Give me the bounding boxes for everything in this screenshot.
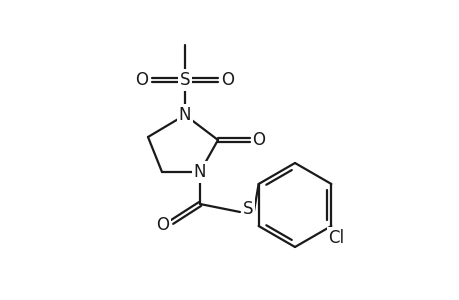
Text: N: N (179, 106, 191, 124)
Text: O: O (156, 216, 169, 234)
Text: S: S (242, 200, 253, 218)
Text: Cl: Cl (328, 229, 344, 247)
Text: N: N (193, 163, 206, 181)
Text: O: O (135, 71, 148, 89)
Text: O: O (252, 131, 265, 149)
Text: S: S (179, 71, 190, 89)
Text: O: O (221, 71, 234, 89)
